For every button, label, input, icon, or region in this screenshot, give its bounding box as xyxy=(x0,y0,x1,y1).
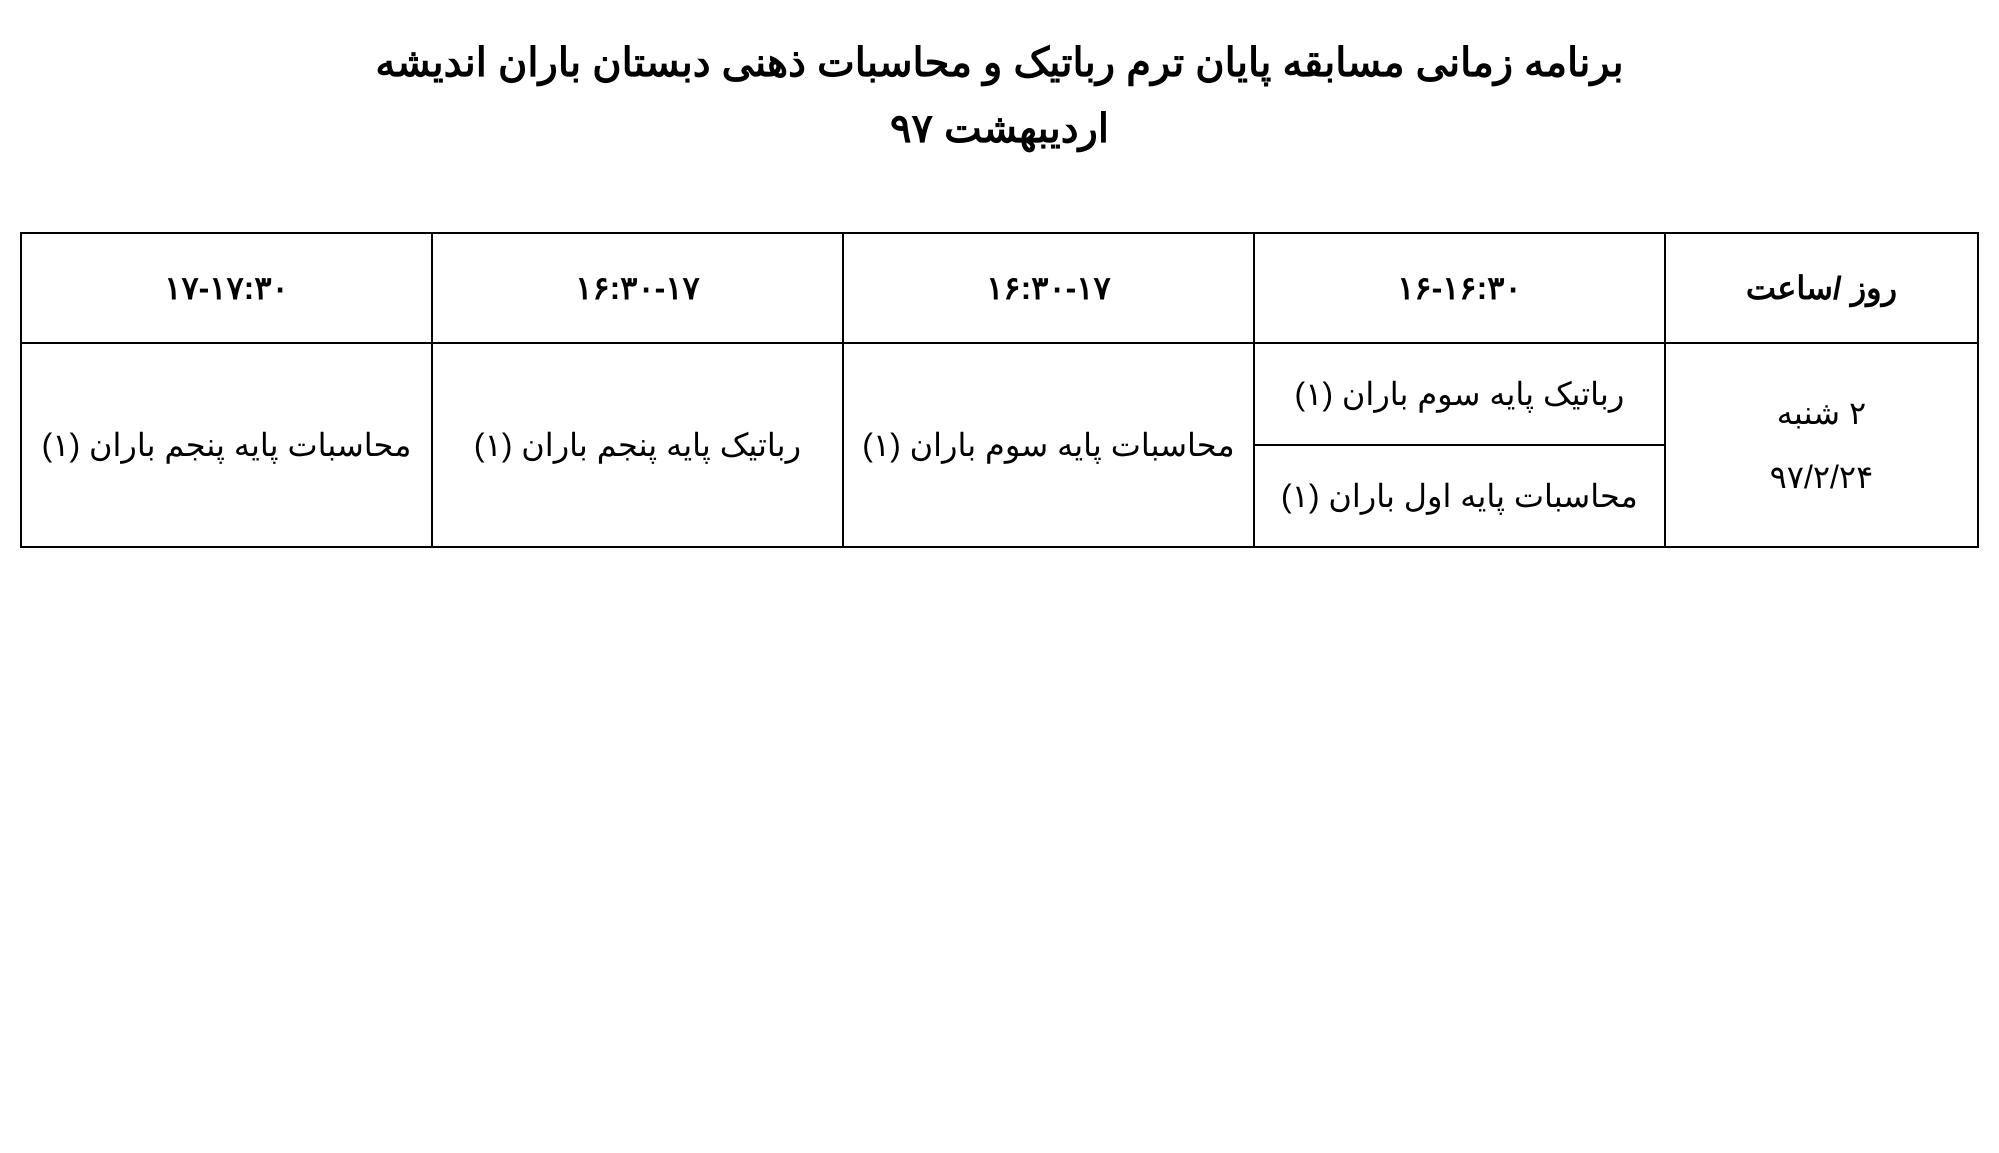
cell-t4: محاسبات پایه پنجم باران (۱) xyxy=(21,343,432,547)
cell-t3: رباتیک پایه پنجم باران (۱) xyxy=(432,343,843,547)
header-time-4: ۱۷-۱۷:۳۰ xyxy=(21,233,432,343)
day-line1: ۲ شنبه xyxy=(1676,381,1967,445)
day-cell: ۲ شنبه ۹۷/۲/۲۴ xyxy=(1665,343,1978,547)
header-day: روز /ساعت xyxy=(1665,233,1978,343)
page: برنامه زمانی مسابقه پایان ترم رباتیک و م… xyxy=(20,40,1979,548)
cell-t2: محاسبات پایه سوم باران (۱) xyxy=(843,343,1254,547)
day-line2: ۹۷/۲/۲۴ xyxy=(1676,445,1967,509)
header-time-3: ۱۶:۳۰-۱۷ xyxy=(432,233,843,343)
header-row: روز /ساعت ۱۶-۱۶:۳۰ ۱۶:۳۰-۱۷ ۱۶:۳۰-۱۷ ۱۷-… xyxy=(21,233,1978,343)
schedule-table: روز /ساعت ۱۶-۱۶:۳۰ ۱۶:۳۰-۱۷ ۱۶:۳۰-۱۷ ۱۷-… xyxy=(20,232,1979,548)
data-row-1: ۲ شنبه ۹۷/۲/۲۴ رباتیک پایه سوم باران (۱)… xyxy=(21,343,1978,445)
header-time-2: ۱۶:۳۰-۱۷ xyxy=(843,233,1254,343)
header-time-1: ۱۶-۱۶:۳۰ xyxy=(1254,233,1665,343)
title-line2: اردیبهشت ۹۷ xyxy=(20,106,1979,152)
title-line1: برنامه زمانی مسابقه پایان ترم رباتیک و م… xyxy=(20,40,1979,86)
cell-t1b: محاسبات پایه اول باران (۱) xyxy=(1254,445,1665,547)
cell-t1a: رباتیک پایه سوم باران (۱) xyxy=(1254,343,1665,445)
title-block: برنامه زمانی مسابقه پایان ترم رباتیک و م… xyxy=(20,40,1979,152)
